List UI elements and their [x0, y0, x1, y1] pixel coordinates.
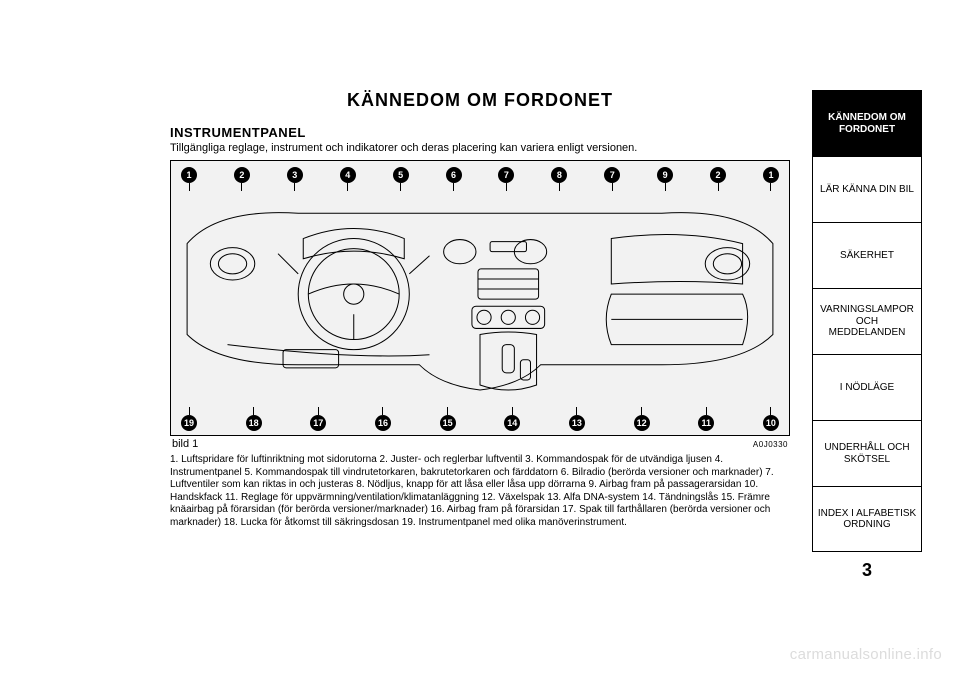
callout-5: 5	[393, 167, 409, 183]
callout-2: 2	[710, 167, 726, 183]
callout-row-top: 1 2 3 4 5 6 7 8 7 9 2 1	[177, 167, 783, 183]
callout-2: 2	[234, 167, 250, 183]
callout-19: 19	[181, 415, 197, 431]
callout-12: 12	[634, 415, 650, 431]
tab-index-i-alfabetisk-ordning[interactable]: INDEX I ALFABETISK ORDNING	[812, 486, 922, 552]
dashboard-figure: 123456787921	[170, 160, 790, 436]
page-number: 3	[812, 560, 922, 581]
side-tabs: KÄNNEDOM OM FORDONETLÄR KÄNNA DIN BILSÄK…	[812, 90, 922, 552]
callout-11: 11	[698, 415, 714, 431]
tab-underh-ll-och-sk-tsel[interactable]: UNDERHÅLL OCH SKÖTSEL	[812, 420, 922, 486]
callout-8: 8	[551, 167, 567, 183]
section-heading: INSTRUMENTPANEL	[170, 125, 790, 140]
tab-l-r-k-nna-din-bil[interactable]: LÄR KÄNNA DIN BIL	[812, 156, 922, 222]
callout-10: 10	[763, 415, 779, 431]
callout-row-bottom: 19 18 17 16 15 14 13 12 11 10	[177, 415, 783, 431]
legend-text: 1. Luftspridare för luftinriktning mot s…	[170, 454, 790, 529]
dashboard-illustration	[177, 183, 783, 415]
callout-17: 17	[310, 415, 326, 431]
tab-s-kerhet[interactable]: SÄKERHET	[812, 222, 922, 288]
callout-7: 7	[604, 167, 620, 183]
watermark: carmanualsonline.info	[790, 646, 942, 663]
tab-i-n-dl-ge[interactable]: I NÖDLÄGE	[812, 354, 922, 420]
callout-1: 1	[181, 167, 197, 183]
callout-16: 16	[375, 415, 391, 431]
callout-1: 1	[763, 167, 779, 183]
callout-18: 18	[246, 415, 262, 431]
figure-code: A0J0330	[753, 440, 788, 449]
page-content: KÄNNEDOM OM FORDONET INSTRUMENTPANEL Til…	[170, 90, 790, 529]
callout-4: 4	[340, 167, 356, 183]
callout-14: 14	[504, 415, 520, 431]
callout-7: 7	[498, 167, 514, 183]
callout-15: 15	[440, 415, 456, 431]
section-subtitle: Tillgängliga reglage, instrument och ind…	[170, 142, 790, 154]
tab-varningslampor-och-meddelanden[interactable]: VARNINGSLAMPOR OCH MEDDELANDEN	[812, 288, 922, 354]
figure-caption-row: bild 1 A0J0330	[170, 438, 790, 450]
callout-3: 3	[287, 167, 303, 183]
tab-k-nnedom-om-fordonet[interactable]: KÄNNEDOM OM FORDONET	[812, 90, 922, 156]
callout-6: 6	[446, 167, 462, 183]
callout-9: 9	[657, 167, 673, 183]
figure-caption: bild 1	[172, 438, 198, 450]
callout-13: 13	[569, 415, 585, 431]
page-title: KÄNNEDOM OM FORDONET	[170, 90, 790, 111]
